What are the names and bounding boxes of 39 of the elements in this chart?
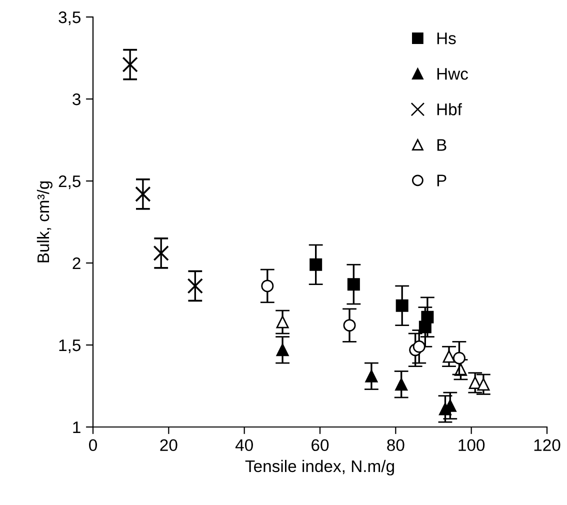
x-axis-title: Tensile index, N.m/g	[245, 460, 394, 476]
point	[365, 370, 378, 382]
point	[153, 245, 169, 262]
x-tick-label: 0	[89, 439, 97, 452]
y-tick-label: 2	[72, 257, 80, 270]
point	[135, 186, 151, 202]
point	[452, 352, 466, 364]
point	[343, 319, 356, 332]
x-tick-label: 120	[534, 439, 560, 452]
x-tick-label: 80	[387, 439, 404, 452]
point	[347, 278, 360, 291]
point	[187, 278, 203, 294]
point	[261, 280, 274, 292]
y-tick-label: 1	[73, 422, 80, 434]
legend-label: B	[437, 139, 446, 151]
legend-label: Hbf	[437, 103, 462, 116]
point	[395, 378, 408, 391]
x-tick-label: 100	[458, 439, 485, 452]
point	[122, 56, 138, 72]
point	[442, 350, 456, 363]
y-tick-label: 2,5	[58, 175, 80, 190]
y-axis-title: Bulk, cm³/g	[36, 181, 52, 262]
point	[421, 310, 434, 324]
point	[276, 316, 289, 328]
y-tick-label: 3	[72, 93, 80, 106]
legend-label: P	[437, 174, 446, 186]
point	[468, 376, 482, 389]
point	[310, 258, 322, 271]
x-tick-label: 60	[312, 439, 329, 452]
legend-label: Hwc	[437, 68, 468, 80]
point	[477, 378, 490, 391]
y-tick-label: 3,5	[58, 11, 80, 26]
point	[412, 340, 426, 353]
x-tick-label: 40	[235, 439, 253, 452]
legend-label: Hs	[437, 32, 456, 44]
point	[276, 344, 289, 356]
point	[396, 299, 408, 312]
x-tick-label: 20	[160, 439, 178, 452]
y-tick-label: 1,5	[59, 340, 80, 354]
